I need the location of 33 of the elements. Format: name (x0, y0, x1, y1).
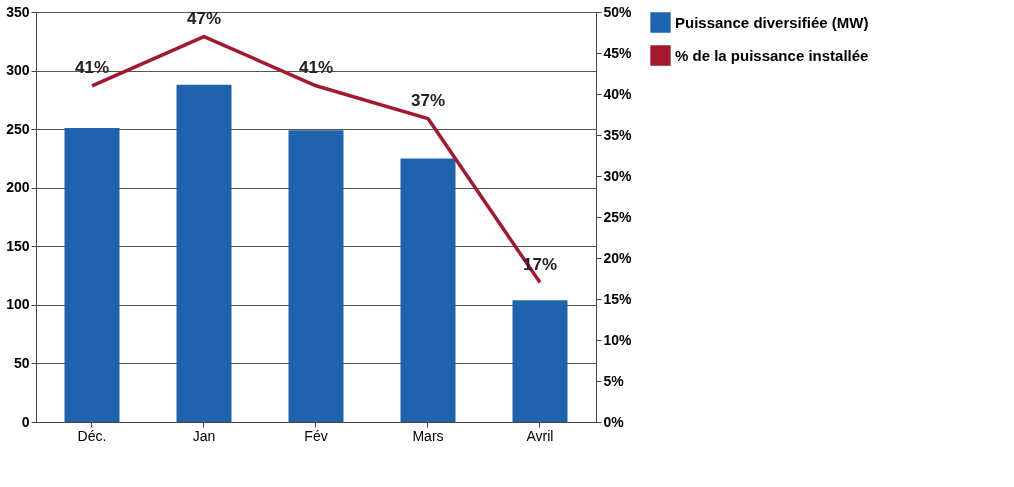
y2-tick-label: 10% (603, 331, 633, 348)
y-tick-label: 0 (21, 413, 30, 430)
y2-tick-label: 40% (603, 85, 633, 102)
bar (176, 84, 232, 422)
y-tick-label: 250 (6, 120, 30, 137)
y2-tick-label: 45% (603, 44, 633, 61)
bar (512, 300, 568, 422)
y2-tick-label: 0% (603, 413, 625, 430)
x-tick-label: Avril (526, 427, 554, 444)
y-tick-label: 300 (6, 62, 30, 79)
x-tick-label: Déc. (77, 427, 107, 444)
x-tick-label: Mars (412, 427, 444, 444)
y2-tick-label: 50% (603, 3, 633, 20)
y-tick-label: 150 (6, 237, 30, 254)
y2-tick-label: 25% (603, 208, 633, 225)
y-tick-label: 50 (13, 354, 30, 371)
x-tick-label: Jan (192, 427, 216, 444)
bar (400, 158, 456, 422)
bar (64, 127, 120, 422)
legend-label: Puissance diversifiée (MW) (675, 13, 869, 31)
y-tick-label: 350 (6, 3, 30, 20)
y2-tick-label: 30% (603, 167, 633, 184)
data-label: 37% (410, 90, 446, 110)
bar (288, 130, 344, 422)
legend-label: % de la puissance installée (675, 46, 869, 64)
y2-tick-label: 35% (603, 126, 633, 143)
y2-tick-label: 20% (603, 249, 633, 266)
y-tick-label: 100 (6, 296, 30, 313)
y2-tick-label: 15% (603, 290, 633, 307)
data-label: 47% (186, 8, 222, 28)
y-tick-label: 200 (6, 179, 30, 196)
x-tick-label: Fév (304, 427, 328, 444)
y2-tick-label: 5% (603, 372, 625, 389)
